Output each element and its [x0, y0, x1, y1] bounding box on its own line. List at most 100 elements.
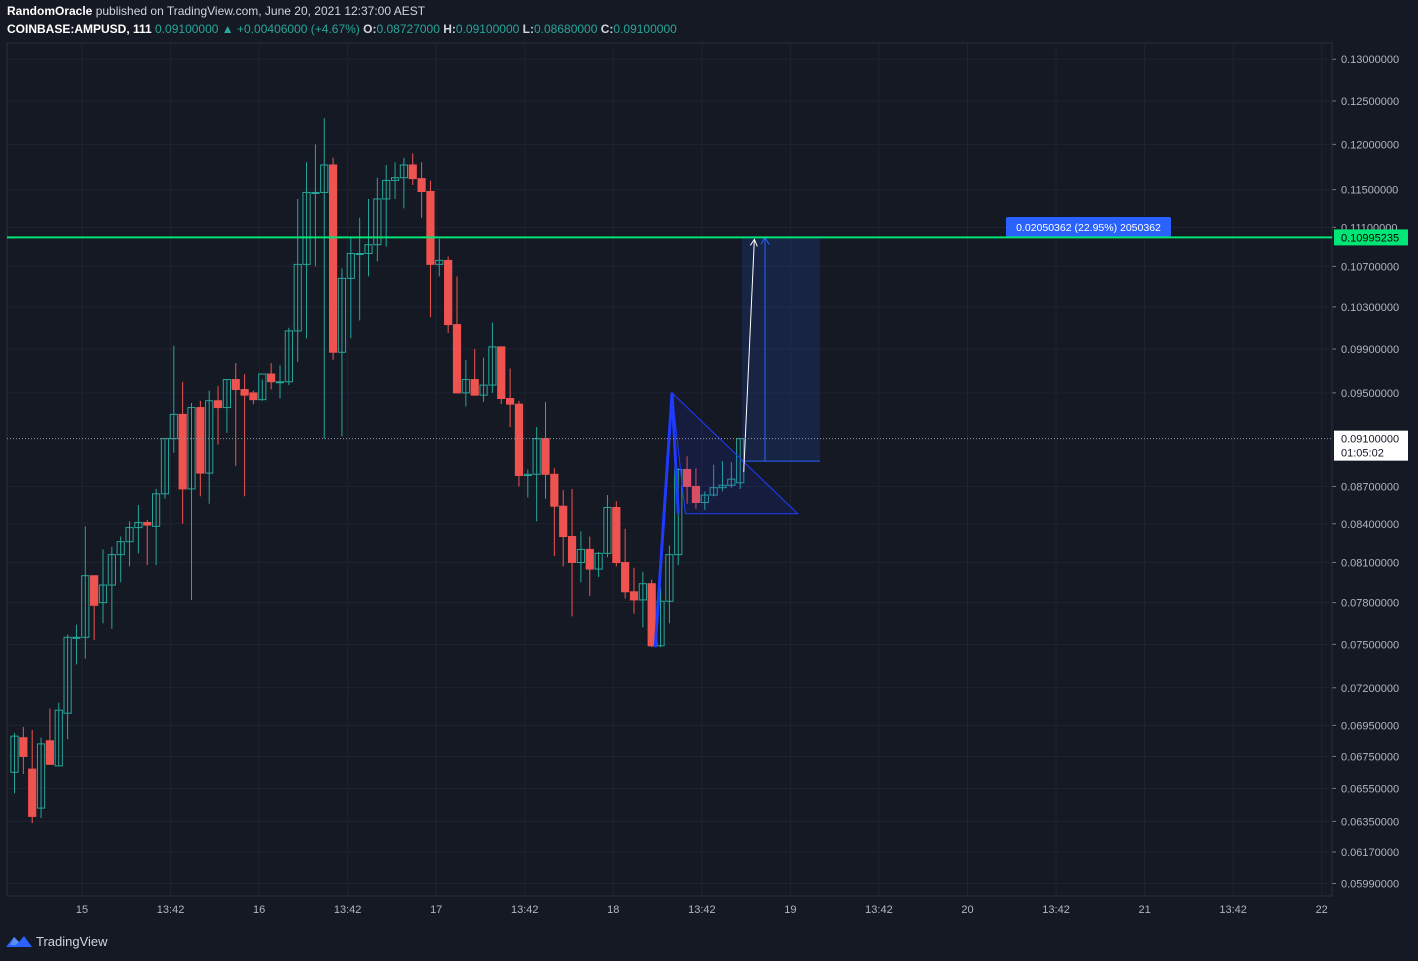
flagpole-line [653, 392, 680, 648]
candle-body [373, 198, 382, 246]
candle-body [337, 277, 347, 353]
candle-body [81, 575, 90, 638]
candle-body [461, 379, 470, 394]
y-tick-label: 0.13000000 [1341, 54, 1399, 66]
candle-body [10, 735, 19, 773]
x-tick-label: 21 [1138, 904, 1150, 916]
candle-body [54, 709, 63, 767]
candle-body [470, 379, 479, 396]
candle-body [36, 743, 46, 809]
candle-body [152, 493, 161, 527]
candle-body [629, 591, 639, 601]
candle-body [567, 536, 577, 563]
candle-body [603, 506, 612, 554]
candle-body [426, 191, 435, 265]
y-tick-label: 0.09900000 [1341, 344, 1399, 356]
open-label: O: [363, 22, 377, 36]
candle-body [160, 438, 170, 495]
candle-body [196, 407, 205, 474]
countdown-label: 01:05:02 [1341, 448, 1384, 460]
candle-body [506, 398, 515, 405]
x-tick-label: 13:42 [688, 904, 716, 916]
candle-body [169, 413, 178, 440]
candle-body [364, 244, 373, 255]
y-tick-label: 0.05990000 [1341, 878, 1399, 890]
change-value: +0.00406000 (+4.67%) [237, 22, 360, 36]
y-tick-label: 0.08700000 [1341, 481, 1399, 493]
candle-body [45, 740, 54, 765]
x-tick-label: 19 [784, 904, 796, 916]
candle-body [284, 330, 293, 383]
tradingview-logo-icon [6, 936, 32, 947]
candle-body [479, 384, 488, 396]
candle-body [355, 253, 364, 256]
last-price-label: 0.09100000 [1341, 434, 1399, 446]
x-tick-label: 13:42 [157, 904, 185, 916]
y-tick-label: 0.06550000 [1341, 783, 1399, 795]
close-label: C: [600, 22, 614, 36]
candle-body [647, 583, 656, 647]
candle-body [488, 346, 497, 386]
candle-body [683, 468, 692, 487]
candle-body [550, 473, 559, 507]
y-tick-label: 0.12000000 [1341, 139, 1399, 151]
candle-body [346, 253, 355, 279]
change-arrow-icon: ▲ [221, 22, 234, 36]
y-tick-label: 0.06170000 [1341, 847, 1399, 859]
candle-body [594, 552, 603, 570]
y-tick-label: 0.06750000 [1341, 751, 1399, 763]
candle-body [435, 259, 444, 265]
candle-body [399, 164, 408, 179]
x-tick-label: 13:42 [511, 904, 539, 916]
measure-label-box [1006, 217, 1171, 237]
candle-body [417, 178, 426, 193]
candle-body [19, 737, 28, 757]
y-tick-label: 0.09500000 [1341, 388, 1399, 400]
candle-body [63, 636, 72, 714]
publish-info: published on TradingView.com, June 20, 2… [95, 4, 426, 18]
candle-body [576, 548, 585, 563]
candle-body [213, 400, 223, 409]
candle-body [718, 484, 727, 489]
y-tick-label: 0.12500000 [1341, 96, 1399, 108]
tradingview-footer[interactable]: TradingView [6, 933, 108, 949]
author-name[interactable]: RandomOracle [7, 4, 93, 18]
x-tick-label: 13:42 [1042, 904, 1070, 916]
candle-body [691, 485, 701, 503]
candle-body [612, 506, 621, 563]
candle-body [408, 164, 417, 180]
level-price-tag [1334, 229, 1408, 246]
candle-body [709, 487, 718, 496]
y-tick-label: 0.08100000 [1341, 557, 1399, 569]
y-tick-label: 0.06350000 [1341, 816, 1399, 828]
close-value: 0.09100000 [613, 22, 677, 36]
x-tick-label: 20 [961, 904, 973, 916]
x-tick-label: 15 [76, 904, 88, 916]
candle-body [523, 473, 532, 477]
candle-body [390, 177, 400, 181]
candle-body [125, 527, 134, 543]
candle-body [98, 584, 108, 604]
y-tick-label: 0.10300000 [1341, 302, 1399, 314]
candle-body [28, 768, 37, 817]
last-price-tag [1334, 430, 1408, 461]
candle-body [329, 164, 338, 353]
level-price-label: 0.10995235 [1341, 232, 1399, 244]
candle-body [267, 373, 276, 383]
candle-body [293, 263, 302, 332]
publish-header: RandomOracle published on TradingView.co… [7, 4, 425, 18]
candle-body [231, 379, 240, 391]
candle-body [674, 468, 683, 556]
projection-arrow [743, 239, 755, 472]
candle-body [621, 561, 630, 593]
symbol-label[interactable]: COINBASE:AMPUSD, 111 [7, 22, 152, 36]
x-tick-label: 16 [253, 904, 265, 916]
candle-body [559, 505, 568, 538]
candle-body [382, 179, 391, 200]
x-tick-label: 13:42 [334, 904, 362, 916]
candle-body [497, 346, 506, 400]
x-tick-label: 22 [1316, 904, 1328, 916]
candle-body [452, 324, 462, 394]
measure-label: 0.02050362 (22.95%) 2050362 [1016, 222, 1161, 234]
